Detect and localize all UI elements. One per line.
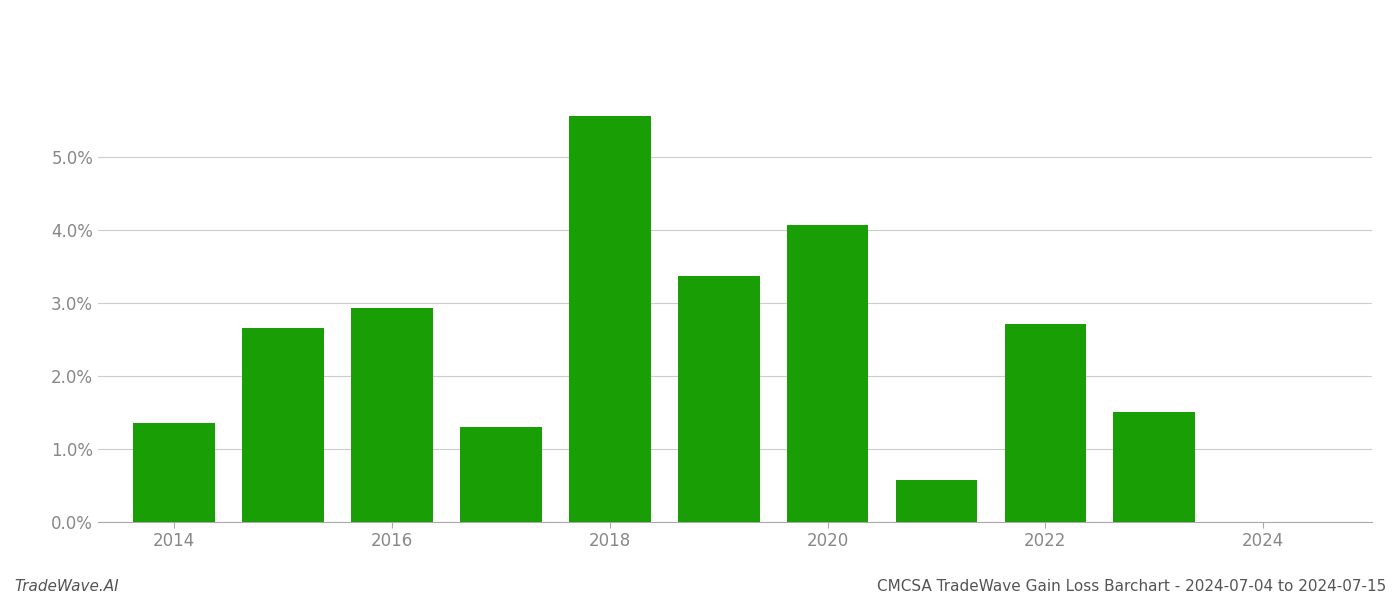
Bar (133, 423, 216, 522)
Bar (242, 328, 323, 522)
Bar (1005, 323, 1086, 522)
Text: TradeWave.AI: TradeWave.AI (14, 579, 119, 594)
Bar (1113, 412, 1196, 522)
Bar (787, 225, 868, 522)
Bar (568, 116, 651, 522)
Bar (678, 276, 760, 522)
Bar (351, 308, 433, 522)
Bar (896, 481, 977, 522)
Text: CMCSA TradeWave Gain Loss Barchart - 2024-07-04 to 2024-07-15: CMCSA TradeWave Gain Loss Barchart - 202… (876, 579, 1386, 594)
Bar (461, 427, 542, 522)
